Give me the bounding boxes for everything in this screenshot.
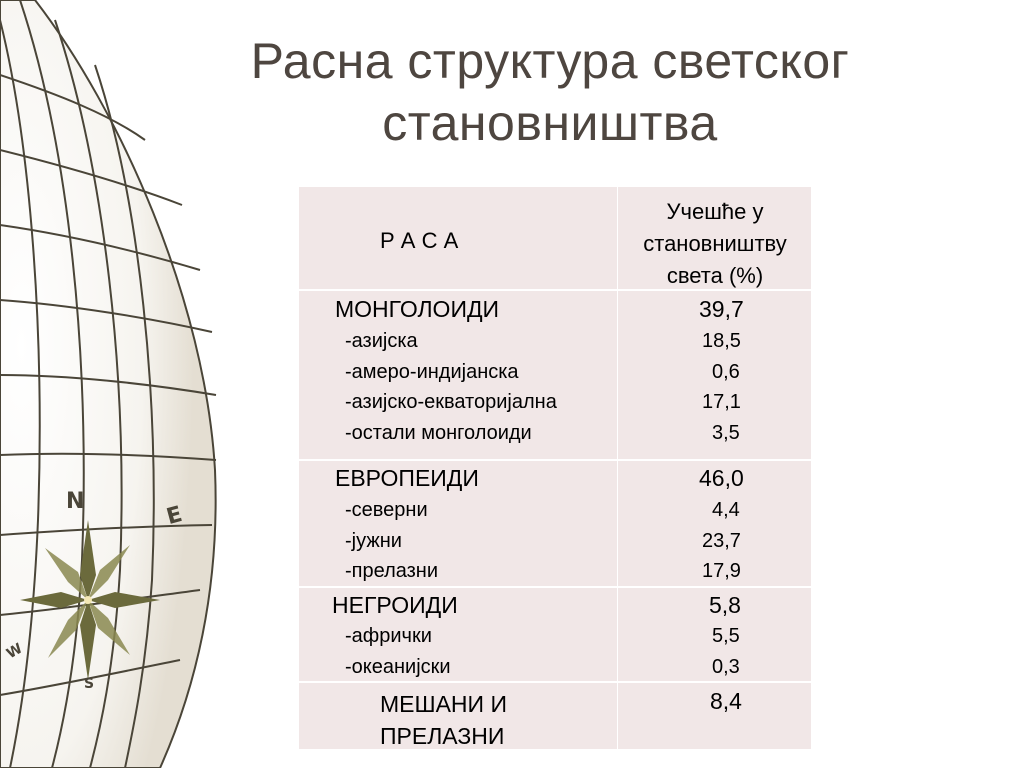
subgroup-label: -остали монголоиди [345, 422, 532, 444]
subgroup-value: 17,9 [702, 560, 741, 582]
subgroup-value: 3,5 [712, 422, 740, 444]
title-line-2: становништва [382, 95, 718, 151]
group-value: 46,0 [699, 465, 744, 491]
subgroup-label: -азијска [345, 330, 418, 352]
slide-title: Расна структура светског становништва [180, 30, 920, 154]
group-name-line: МЕШАНИ И [380, 691, 507, 717]
subgroup-label: -афрички [345, 625, 432, 647]
subgroup-value: 0,3 [712, 656, 740, 678]
group-value: 5,8 [709, 592, 741, 618]
compass-n-label: N [66, 489, 84, 514]
subgroup-value: 17,1 [702, 391, 741, 413]
table-row-divider [299, 586, 811, 588]
compass-w-label: W [4, 641, 25, 663]
table-row-divider [299, 459, 811, 461]
header-share-line: света (%) [666, 263, 764, 288]
subgroup-label: -океанијски [345, 656, 451, 678]
header-race: Р А С А [380, 228, 459, 253]
subgroup-label: -јужни [345, 530, 402, 552]
subgroup-label: -северни [345, 499, 428, 521]
compass-rose-icon [20, 520, 160, 680]
table-row-divider [299, 289, 811, 291]
title-line-1: Расна структура светског [250, 33, 850, 89]
group-name: МОНГОЛОИДИ [335, 296, 500, 322]
group-value: 39,7 [699, 296, 744, 322]
subgroup-value: 0,6 [712, 361, 740, 383]
subgroup-value: 23,7 [702, 530, 741, 552]
header-share-line: становништву [643, 231, 787, 256]
compass-s-label: S [84, 676, 94, 692]
subgroup-label: -прелазни [345, 560, 439, 582]
group-value: 8,4 [710, 688, 742, 714]
group-name: ЕВРОПЕИДИ [335, 465, 479, 491]
subgroup-label: -азијско-екваторијална [345, 391, 557, 413]
subgroup-value: 18,5 [702, 330, 741, 352]
group-name: МЕШАНИ И ПРЕЛАЗНИ [380, 688, 507, 752]
group-name: НЕГРОИДИ [332, 592, 458, 618]
subgroup-value: 4,4 [712, 499, 740, 521]
race-table [299, 187, 811, 749]
header-share-line: Учешће у [666, 199, 764, 224]
table-row-divider [299, 681, 811, 683]
subgroup-label: -амеро-индијанска [345, 361, 519, 383]
group-name-line: ПРЕЛАЗНИ [380, 723, 505, 749]
header-share: Учешће у становништву света (%) [620, 196, 810, 292]
subgroup-value: 5,5 [712, 625, 740, 647]
compass-e-label: E [164, 502, 185, 530]
table-column-divider [617, 187, 618, 749]
